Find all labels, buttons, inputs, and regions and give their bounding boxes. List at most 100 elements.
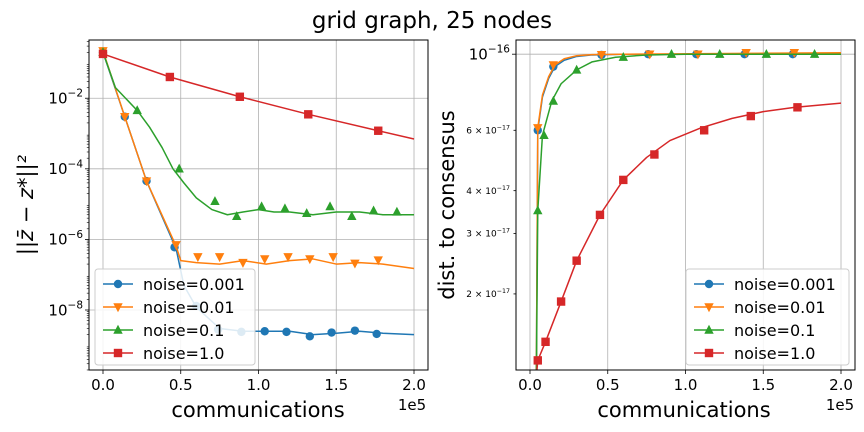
data-point-noise-1-0 — [793, 103, 802, 112]
data-point-noise-0-001 — [305, 332, 315, 341]
data-point-noise-0-01 — [596, 50, 607, 60]
figure-title: grid graph, 25 nodes — [312, 8, 552, 34]
data-point-noise-0-1 — [232, 211, 242, 221]
y-tick-label: 10−4 — [48, 158, 83, 178]
series-line-noise-1-0 — [102, 53, 415, 140]
right-y-axis-label: dist. to consensus — [435, 110, 459, 300]
x-tick-label: 0.0 — [518, 376, 542, 394]
x-tick-label: 0.5 — [169, 376, 193, 394]
y-tick-label: 4 × 10−17 — [466, 185, 510, 197]
data-point-noise-1-0 — [533, 356, 542, 365]
data-point-noise-0-01 — [120, 112, 130, 122]
data-point-noise-1-0 — [595, 210, 605, 220]
legend-label-noise-0-001: noise=0.001 — [734, 275, 836, 294]
legend-marker-noise-1-0 — [113, 348, 123, 358]
data-point-noise-0-1 — [174, 163, 184, 173]
left-y-ticks: 10−2 10−4 10−6 10−8 — [48, 41, 89, 371]
data-point-noise-0-01 — [193, 253, 203, 263]
data-point-noise-1-0 — [746, 111, 756, 121]
left-chart: 0.0 0.5 1.0 1.5 2.0 10−2 10−4 10−6 10−8 communi… — [14, 39, 429, 422]
data-point-noise-1-0 — [235, 92, 245, 101]
data-point-noise-0-01 — [328, 253, 338, 263]
data-point-noise-0-1 — [392, 206, 402, 216]
data-point-noise-0-1 — [368, 205, 379, 215]
data-point-noise-0-1 — [571, 64, 582, 74]
x-tick-label: 1.5 — [751, 376, 775, 394]
data-point-noise-1-0 — [541, 337, 550, 347]
x-tick-label: 1.0 — [247, 376, 271, 394]
data-point-noise-0-1 — [761, 48, 772, 58]
legend-marker-noise-0-001 — [113, 279, 123, 289]
series-line-noise-0-01 — [535, 51, 842, 370]
legend-label-noise-0-1: noise=0.1 — [143, 321, 224, 340]
data-point-noise-0-1 — [132, 105, 142, 115]
data-point-noise-0-1 — [210, 196, 220, 206]
series-line-noise-1-0 — [536, 102, 842, 370]
right-series-lines — [533, 48, 842, 370]
x-tick-label: 1.0 — [674, 376, 698, 394]
right-x-ticks: 0.0 0.5 1.0 1.5 2.0 — [518, 370, 853, 394]
legend-label-noise-0-1: noise=0.1 — [734, 321, 815, 340]
x-tick-label: 2.0 — [829, 376, 853, 394]
legend-marker-noise-0-01 — [704, 303, 714, 313]
data-point-noise-1-0 — [304, 110, 313, 119]
data-point-noise-0-1 — [533, 205, 543, 215]
y-tick-label: 10−8 — [48, 300, 83, 320]
data-point-noise-0-01 — [305, 255, 315, 265]
data-point-noise-1-0 — [374, 126, 383, 135]
data-point-noise-0-001 — [327, 328, 336, 337]
legend-marker-noise-0-1 — [113, 324, 123, 334]
legend-label-noise-1-0: noise=1.0 — [734, 344, 815, 363]
legend-box — [685, 268, 850, 366]
data-point-noise-0-01 — [350, 259, 360, 269]
data-point-noise-0-1 — [256, 201, 267, 211]
data-point-noise-0-1 — [302, 208, 312, 217]
data-point-noise-0-1 — [539, 130, 549, 140]
data-point-noise-1-0 — [165, 72, 175, 82]
right-legend: noise=0.001 noise=0.01 noise=0.1 noise=1.0 — [685, 268, 850, 366]
legend-label-noise-1-0: noise=1.0 — [143, 344, 224, 363]
y-tick-label: 10−16 — [469, 44, 511, 64]
data-point-noise-0-1 — [666, 48, 677, 58]
data-point-noise-0-01 — [533, 124, 543, 134]
right-x-axis-label: communications — [597, 398, 770, 422]
data-point-noise-1-0 — [572, 256, 581, 265]
data-point-noise-1-0 — [619, 175, 628, 185]
right-x-offset-label: 1e5 — [826, 396, 854, 414]
x-tick-label: 1.5 — [324, 376, 348, 394]
x-tick-label: 0.0 — [91, 376, 115, 394]
legend-label-noise-0-01: noise=0.01 — [143, 298, 235, 317]
data-point-noise-1-0 — [650, 150, 659, 159]
right-plot-frame — [515, 39, 856, 371]
legend-label-noise-0-01: noise=0.01 — [734, 298, 826, 317]
left-series-lines — [98, 47, 415, 341]
data-point-noise-0-1 — [548, 95, 559, 105]
data-point-noise-0-01 — [171, 241, 181, 251]
left-y-axis-label: ||z̄ − z*||² — [14, 154, 39, 255]
data-point-noise-0-001 — [372, 329, 381, 339]
right-chart: 0.0 0.5 1.0 1.5 2.0 10−16 6 × 10−17 4 × 10−17 3… — [435, 39, 856, 422]
y-tick-label: 10−2 — [48, 88, 83, 108]
data-point-noise-0-01 — [238, 258, 248, 268]
data-point-noise-0-001 — [282, 327, 291, 337]
data-point-noise-0-01 — [260, 255, 270, 265]
data-point-noise-0-01 — [283, 253, 293, 263]
y-tick-label: 2 × 10−17 — [466, 288, 510, 300]
data-point-noise-0-01 — [141, 177, 152, 187]
legend-box — [94, 268, 256, 366]
left-x-offset-label: 1e5 — [398, 396, 426, 414]
data-point-noise-1-0 — [98, 49, 108, 59]
legend-marker-noise-0-01 — [113, 303, 123, 313]
legend-marker-noise-0-001 — [704, 279, 714, 289]
left-grid — [89, 40, 428, 370]
left-legend: noise=0.001 noise=0.01 noise=0.1 noise=1.0 — [94, 268, 256, 366]
legend-marker-noise-0-1 — [704, 324, 714, 334]
data-point-noise-0-1 — [809, 48, 820, 58]
x-tick-label: 0.5 — [596, 376, 620, 394]
data-point-noise-0-01 — [548, 61, 559, 71]
data-point-noise-0-1 — [715, 48, 725, 58]
y-tick-label: 10−6 — [48, 229, 83, 249]
x-tick-label: 2.0 — [402, 376, 426, 394]
data-point-noise-0-1 — [325, 201, 335, 211]
data-point-noise-1-0 — [699, 126, 709, 135]
